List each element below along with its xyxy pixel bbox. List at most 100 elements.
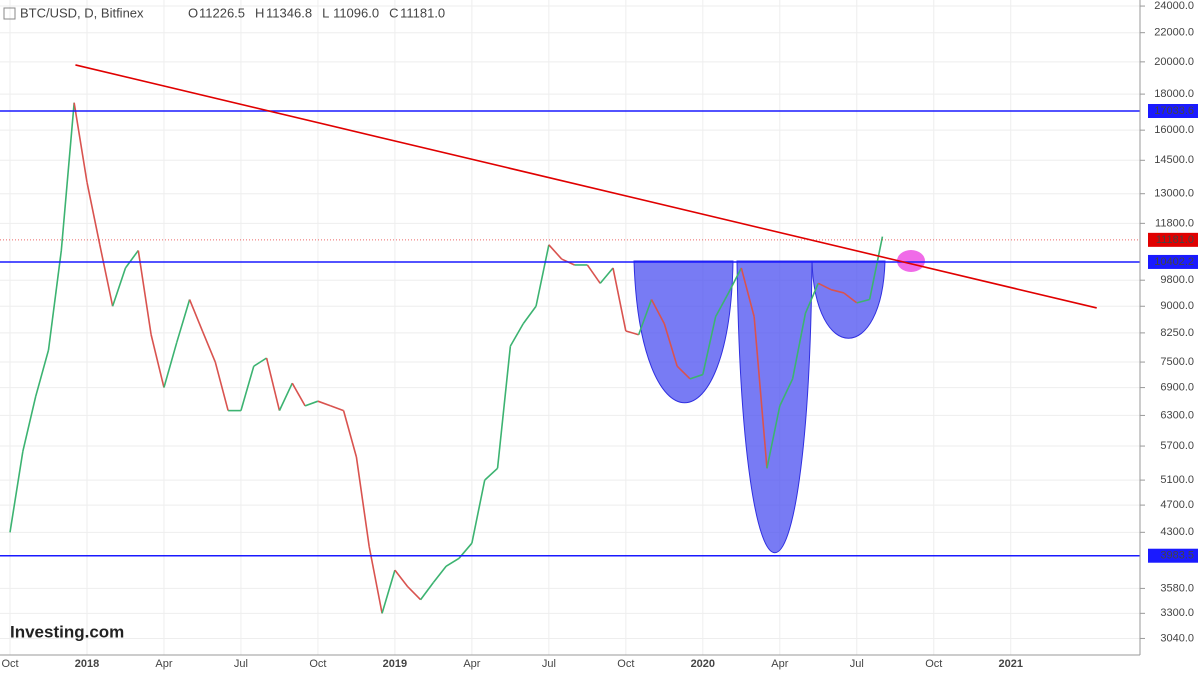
ohlc: O 11226.5 H 11346.8 L 11096.0 C 11181.0 bbox=[188, 5, 445, 20]
price-segment bbox=[201, 330, 217, 363]
price-segment bbox=[817, 282, 832, 291]
y-tick-label: 7500.0 bbox=[1160, 356, 1194, 368]
price-segment bbox=[34, 349, 50, 397]
last-price-tag bbox=[1148, 232, 1198, 247]
price-segment bbox=[791, 312, 807, 379]
price-segment bbox=[702, 316, 717, 375]
price-segment bbox=[317, 400, 332, 407]
symbol: BTC/USD, D, Bitfinex bbox=[20, 5, 144, 20]
ohlc-value: 11181.0 bbox=[400, 5, 445, 20]
price-segment bbox=[612, 267, 627, 332]
x-tick-label: Oct bbox=[1, 658, 18, 670]
price-segment bbox=[73, 102, 88, 183]
price-segment bbox=[804, 283, 820, 314]
price-segment bbox=[535, 244, 550, 307]
price-segment bbox=[548, 244, 563, 260]
level-tag bbox=[1148, 254, 1198, 269]
trendline bbox=[75, 64, 1097, 309]
price-segment bbox=[163, 342, 178, 388]
y-tick-label: 24000.0 bbox=[1154, 0, 1194, 12]
price-segment bbox=[419, 582, 435, 601]
level-label: 10402.2 bbox=[1154, 256, 1194, 268]
level-tag bbox=[1148, 548, 1198, 563]
ohlc-key: C bbox=[389, 5, 398, 20]
ohlc-value: 11346.8 bbox=[266, 5, 312, 20]
price-segment bbox=[99, 244, 114, 307]
y-tick-label: 3040.0 bbox=[1160, 632, 1194, 644]
collapse-icon[interactable] bbox=[3, 7, 16, 20]
price-segment bbox=[137, 250, 152, 335]
price-segment bbox=[432, 565, 447, 583]
price-segment bbox=[407, 586, 422, 601]
level-tag bbox=[1148, 104, 1198, 119]
price-segment bbox=[509, 323, 524, 347]
y-tick-label: 9800.0 bbox=[1160, 274, 1194, 286]
price-segment bbox=[188, 299, 204, 332]
level-label: 17033.6 bbox=[1154, 105, 1194, 117]
price-segment bbox=[214, 361, 229, 411]
price-segment bbox=[522, 305, 537, 325]
x-tick-label: 2020 bbox=[691, 658, 715, 670]
price-segment bbox=[176, 299, 191, 343]
price-segment bbox=[856, 298, 870, 304]
price-segment bbox=[304, 400, 319, 407]
y-tick-label: 20000.0 bbox=[1154, 56, 1194, 68]
x-tick-label: 2019 bbox=[383, 658, 407, 670]
x-tick-label: Jul bbox=[542, 658, 556, 670]
price-segment bbox=[381, 569, 396, 614]
price-segment bbox=[330, 405, 344, 412]
price-segment bbox=[714, 292, 730, 318]
price-segment bbox=[278, 382, 293, 411]
price-segment bbox=[471, 479, 486, 544]
price-segment bbox=[342, 410, 358, 458]
price-segment bbox=[394, 569, 409, 588]
price-segment bbox=[47, 250, 63, 351]
price-segment bbox=[740, 267, 755, 317]
price-segment bbox=[445, 557, 460, 567]
price-segment bbox=[265, 357, 281, 411]
price-segment bbox=[637, 299, 653, 336]
x-tick-label: Apr bbox=[463, 658, 480, 670]
ohlc-key: H bbox=[255, 5, 264, 20]
x-tick-label: Jul bbox=[234, 658, 248, 670]
y-tick-label: 3580.0 bbox=[1160, 582, 1194, 594]
x-tick-label: Oct bbox=[617, 658, 634, 670]
x-tick-label: 2018 bbox=[75, 658, 99, 670]
ohlc-value: 11226.5 bbox=[199, 5, 245, 20]
left-shoulder bbox=[633, 260, 734, 404]
ohlc-key: L bbox=[322, 5, 329, 20]
price-segment bbox=[625, 330, 639, 336]
price-segment bbox=[496, 346, 512, 469]
price-segment bbox=[689, 373, 704, 380]
price-segment bbox=[663, 323, 678, 367]
x-tick-label: Apr bbox=[155, 658, 172, 670]
price-segment bbox=[22, 396, 37, 452]
watermark: Investing.com bbox=[10, 622, 124, 641]
price-segment bbox=[291, 382, 306, 407]
price-segment bbox=[766, 405, 781, 469]
price-segment bbox=[86, 181, 101, 246]
price-segment bbox=[727, 267, 743, 294]
price-segment bbox=[240, 365, 255, 411]
price-segment bbox=[9, 451, 24, 533]
y-tick-label: 22000.0 bbox=[1154, 27, 1194, 39]
ohlc-value: 11096.0 bbox=[333, 5, 379, 20]
price-segment bbox=[599, 267, 614, 284]
price-segment bbox=[124, 249, 139, 269]
right-shoulder bbox=[811, 260, 886, 339]
ohlc-key: O bbox=[188, 5, 198, 20]
x-tick-label: Apr bbox=[771, 658, 788, 670]
last-price-label: 11181.0 bbox=[1156, 234, 1194, 246]
x-tick-label: 2021 bbox=[998, 658, 1022, 670]
price-segment bbox=[830, 288, 845, 294]
price-segment bbox=[368, 546, 383, 614]
y-tick-label: 16000.0 bbox=[1154, 124, 1194, 136]
price-segment bbox=[586, 264, 601, 284]
price-segment bbox=[868, 236, 884, 300]
x-tick-label: Oct bbox=[309, 658, 326, 670]
y-tick-label: 4700.0 bbox=[1160, 499, 1194, 511]
price-segment bbox=[150, 334, 165, 388]
price-segment bbox=[650, 299, 666, 325]
